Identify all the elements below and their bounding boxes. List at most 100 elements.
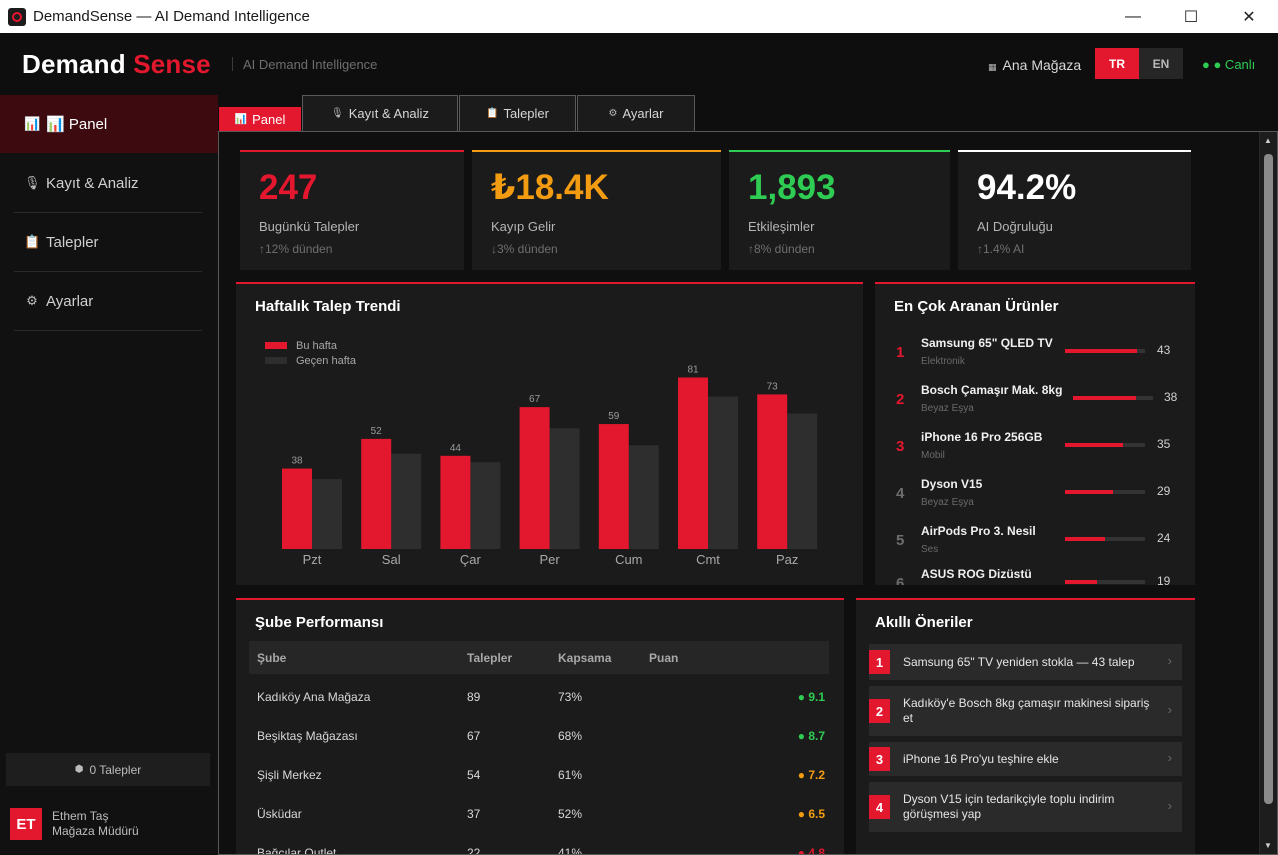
kpi-value: 247 (259, 168, 318, 207)
product-bar-fill (1065, 580, 1097, 584)
branch-score: ● 4.8 (797, 846, 825, 855)
lang-tr-button[interactable]: TR (1095, 48, 1139, 79)
chevron-right-icon: › (1167, 702, 1172, 717)
pending-requests-button[interactable]: ⬢ 0 Talepler (6, 753, 210, 786)
suggestion-item[interactable]: 4 Dyson V15 için tedarikçiyle toplu indir… (869, 782, 1182, 832)
branch-score: ● 7.2 (797, 768, 825, 782)
suggestion-text: Kadıköy'e Bosch 8kg çamaşır makinesi sip… (903, 696, 1150, 725)
bar-this-week (519, 407, 550, 549)
product-count: 24 (1157, 531, 1171, 545)
brand-accent: Sense (133, 49, 211, 79)
tab-label: Talepler (503, 106, 549, 121)
product-bar-track (1065, 537, 1145, 541)
bar-value-label: 81 (687, 364, 699, 375)
kpi-delta: ↑1.4% AI (977, 242, 1025, 256)
sidebar-item-label: Kayıt & Analiz (46, 174, 139, 192)
suggestion-number: 3 (869, 747, 890, 771)
brand-logo: Demand Sense (22, 49, 211, 80)
store-icon: ▦ (988, 62, 997, 72)
sidebar-item-requests[interactable]: 📋 Talepler (0, 213, 218, 271)
branch-performance-panel: Şube Performansı Şube Talepler Kapsama P… (236, 598, 844, 855)
scrollbar-thumb[interactable] (1264, 154, 1273, 804)
product-category: Ses (921, 544, 939, 555)
list-item[interactable]: 1 Samsung 65" QLED TV Elektronik 43 (875, 334, 1193, 381)
kpi-value: 94.2% (977, 168, 1077, 207)
table-row[interactable]: Üsküdar 37 52% ● 6.5 (249, 795, 829, 834)
product-name: AirPods Pro 3. Nesil (921, 524, 1036, 538)
branch-name: Kadıköy Ana Mağaza (257, 690, 371, 704)
x-tick-label: Cmt (696, 552, 720, 567)
branch-coverage: 61% (558, 768, 583, 782)
sidebar-item-settings[interactable]: ⚙ Ayarlar (0, 272, 218, 330)
bar-previous-week (312, 479, 342, 549)
tab-record-analysis[interactable]: 🎙 Kayıt & Analiz (302, 95, 458, 131)
suggestion-item[interactable]: 2 Kadıköy'e Bosch 8kg çamaşır makinesi si… (869, 686, 1182, 736)
vertical-scrollbar[interactable]: ▲ ▼ (1259, 132, 1277, 854)
pending-requests-label: 0 Talepler (89, 762, 142, 777)
product-bar-fill (1065, 349, 1137, 353)
maximize-button[interactable]: ☐ (1183, 8, 1199, 26)
list-item[interactable]: 6 ASUS ROG Dizüstü 19 (875, 565, 1193, 585)
list-item[interactable]: 5 AirPods Pro 3. Nesil Ses 24 (875, 522, 1193, 569)
tab-requests[interactable]: 📋 Talepler (459, 95, 576, 131)
branch-coverage: 52% (558, 807, 583, 821)
branch-coverage: 73% (558, 690, 583, 704)
list-item[interactable]: 3 iPhone 16 Pro 256GB Mobil 35 (875, 428, 1193, 475)
kpi-label: Etkileşimler (748, 219, 815, 234)
sidebar-item-label: 📊 Panel (46, 116, 108, 133)
legend-label: Geçen hafta (296, 355, 357, 367)
store-selector[interactable]: ▦ Ana Mağaza (988, 57, 1081, 73)
kpi-delta: ↑8% dünden (748, 242, 815, 256)
gear-icon: ⚙ (608, 108, 618, 119)
chevron-right-icon: › (1167, 653, 1172, 668)
branch-requests: 37 (467, 807, 481, 821)
bar-this-week (361, 438, 392, 549)
kpi-card-requests: 247 Bugünkü Talepler ↑12% dünden (240, 150, 464, 270)
sidebar-item-record[interactable]: 🎙 Kayıt & Analiz (0, 154, 218, 212)
table-row[interactable]: Kadıköy Ana Mağaza 89 73% ● 9.1 (249, 678, 829, 717)
product-bar-fill (1073, 396, 1136, 400)
table-row[interactable]: Beşiktaş Mağazası 67 68% ● 8.7 (249, 717, 829, 756)
avatar: ET (10, 808, 42, 840)
kpi-value: ₺18.4K (491, 168, 609, 207)
microphone-icon: 🎙 (24, 175, 41, 190)
lang-en-button[interactable]: EN (1139, 48, 1183, 79)
minimize-button[interactable]: — (1125, 7, 1141, 25)
tab-settings[interactable]: ⚙ Ayarlar (577, 95, 695, 131)
x-tick-label: Sal (382, 552, 401, 567)
product-category: Elektronik (921, 356, 965, 367)
kpi-label: Bugünkü Talepler (259, 219, 360, 234)
product-count: 35 (1157, 437, 1171, 451)
window-controls: — ☐ ✕ (1104, 0, 1278, 33)
list-item[interactable]: 2 Bosch Çamaşır Mak. 8kg Beyaz Eşya 38 (875, 381, 1193, 428)
bar-previous-week (391, 453, 422, 549)
tab-panel[interactable]: 📊 Panel (219, 107, 301, 131)
table-row[interactable]: Şişli Merkez 54 61% ● 7.2 (249, 756, 829, 795)
branch-score: ● 9.1 (797, 690, 825, 704)
branch-requests: 67 (467, 729, 481, 743)
close-button[interactable]: ✕ (1242, 8, 1256, 26)
user-profile[interactable]: ET Ethem Taş Mağaza Müdürü (10, 808, 139, 840)
bar-value-label: 67 (529, 394, 541, 405)
top-products-panel: En Çok Aranan Ürünler 1 Samsung 65" QLED … (875, 282, 1195, 585)
product-rank: 2 (896, 391, 905, 408)
bar-this-week (678, 377, 708, 549)
sidebar: 📊 📊 Panel 🎙 Kayıt & Analiz 📋 Talepler ⚙ Ayar… (0, 95, 218, 855)
sidebar-item-label: Talepler (46, 233, 99, 251)
table-row[interactable]: Bağcılar Outlet 22 41% ● 4.8 (249, 834, 829, 855)
suggestion-text: iPhone 16 Pro'yu teşhire ekle (903, 752, 1059, 766)
gear-icon: ⚙ (26, 293, 38, 308)
scroll-down-icon[interactable]: ▼ (1264, 841, 1272, 850)
column-header-score: Puan (649, 651, 679, 665)
suggestion-item[interactable]: 3 iPhone 16 Pro'yu teşhire ekle › (869, 742, 1182, 776)
product-count: 43 (1157, 343, 1171, 357)
scroll-up-icon[interactable]: ▲ (1264, 136, 1272, 145)
bar-previous-week (787, 413, 818, 549)
sidebar-item-panel[interactable]: 📊 📊 Panel (0, 95, 218, 153)
user-role: Mağaza Müdürü (52, 824, 139, 838)
list-item[interactable]: 4 Dyson V15 Beyaz Eşya 29 (875, 475, 1193, 522)
suggestion-item[interactable]: 1 Samsung 65" TV yeniden stokla — 43 tale… (869, 644, 1182, 680)
branch-name: Şişli Merkez (257, 768, 322, 782)
table-header: Şube Talepler Kapsama Puan (249, 641, 829, 674)
bar-value-label: 73 (767, 381, 779, 392)
